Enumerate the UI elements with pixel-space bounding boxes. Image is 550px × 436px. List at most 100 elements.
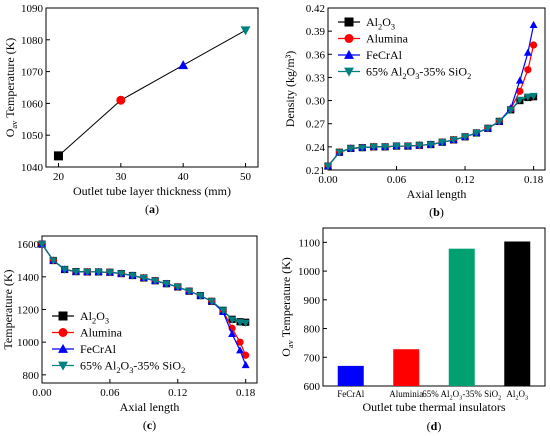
panel-c-x-tick-label: 0.12 (168, 387, 187, 399)
panel-b-x-tick-label: 0.00 (318, 174, 338, 186)
panel-d-x-axis-title: Outlet tube thermal insulators (363, 400, 506, 414)
panel-c-data-point (228, 316, 237, 324)
panel-c-label: (c) (143, 418, 156, 432)
panel-a-y-tick-label: 1040 (21, 162, 44, 174)
panel-d-category-label: Aluminia (389, 389, 423, 399)
panel-c-legend-label: Al2O3 (80, 309, 109, 326)
panel-a-data-point (53, 151, 63, 161)
panel-d-bar (337, 365, 364, 386)
panel-d-y-tick-label: 1000 (298, 266, 321, 278)
panel-b-y-tick-label: 0.30 (306, 96, 326, 108)
panel-b-data-point (529, 92, 538, 101)
panel-b-data-point (524, 66, 532, 74)
panel-a-y-axis-title: Oav Temperature (K) (3, 38, 19, 138)
panel-a-y-tick-label: 1070 (21, 67, 44, 79)
panel-d-label: (d) (427, 419, 442, 433)
panel-b-x-tick-label: 0.06 (387, 174, 407, 186)
panel-b-data-point (529, 41, 538, 49)
panel-b-data-point (483, 125, 492, 133)
panel-c-x-axis-title: Axial length (120, 400, 180, 414)
panel-c-data-point (196, 292, 205, 300)
panel-c-legend-label: 65% Al2O3-35% SiO2 (80, 359, 185, 376)
panel-b-data-point (369, 143, 378, 151)
panel-c-data-point (139, 274, 148, 283)
panel-b-legend-marker (344, 67, 354, 77)
panel-b-data-point (426, 141, 435, 149)
panel-a-y-tick-label: 1060 (21, 98, 44, 110)
panel-a-x-tick-label: 20 (53, 171, 65, 183)
panel-c-data-point (236, 319, 244, 327)
panel-a-x-tick-label: 40 (178, 171, 190, 183)
panel-b-chart: 0.00 0.06 0.12 0.18 0.21 0.24 0.27 0.30 0.33 0.36… (283, 3, 546, 219)
panel-b-data-point (523, 48, 532, 56)
panel-b-series-line (327, 96, 534, 167)
panel-c-data-point (173, 283, 182, 292)
panel-b-x-tick-label: 0.18 (524, 174, 544, 186)
panel-b-data-point (415, 142, 424, 150)
panel-b-legend-marker (344, 17, 354, 27)
panel-c-data-point (83, 268, 92, 277)
panel-d-plot-frame (322, 227, 546, 387)
panel-b-legend-marker (344, 49, 354, 59)
panel-c-data-point (228, 329, 237, 338)
panel-b-plot-frame (327, 7, 546, 171)
panel-c-data-point (49, 257, 58, 265)
panel-c-y-tick-label: 800 (23, 370, 40, 382)
panel-b-data-point (392, 143, 401, 151)
panel-b-y-tick-label: 0.24 (306, 142, 326, 154)
panel-c-x-tick-label: 0.06 (100, 387, 120, 399)
panel-d-bar (393, 349, 420, 386)
panel-b-data-point (403, 143, 412, 151)
panel-b-data-point (381, 143, 390, 151)
panel-c-data-point (185, 288, 194, 296)
panel-c-data-point (207, 298, 216, 306)
panel-c-data-point (117, 270, 126, 278)
panel-b-y-axis-title: Density (kg/m³) (283, 51, 297, 128)
panel-b-data-point (472, 129, 481, 138)
panel-b-data-point (529, 20, 538, 29)
panel-a-series-line (58, 29, 246, 157)
panel-b-data-point (449, 136, 458, 145)
panel-c-data-point (94, 268, 103, 277)
panel-b-series-line (327, 95, 534, 167)
panel-d-y-tick-label: 1100 (298, 237, 320, 249)
panel-c-data-point (105, 269, 114, 277)
panel-d-category-label: FeCrAl (337, 389, 364, 399)
panel-b-data-point (346, 145, 355, 153)
panel-c-legend-marker (58, 343, 68, 353)
panel-c-y-tick-label: 1200 (17, 305, 40, 317)
panel-c-data-point (241, 319, 250, 328)
panel-c-y-tick-label: 1400 (17, 272, 40, 284)
panel-c-legend-marker (58, 328, 68, 337)
panel-c-data-point (236, 338, 244, 346)
panel-c-data-point (60, 266, 69, 274)
panel-c-data-point (242, 351, 250, 359)
panel-b-label: (b) (429, 205, 444, 219)
panel-b-legend-label: Alumina (366, 32, 409, 46)
panel-b-data-point (516, 87, 524, 95)
panel-b-legend-label: Al2O3 (366, 15, 395, 32)
panel-c-data-point (162, 280, 171, 288)
panel-c-y-axis-title: Temperature (K) (1, 269, 15, 349)
panel-b-y-tick-label: 0.39 (306, 26, 326, 38)
panel-a-label: (a) (145, 202, 159, 216)
panel-a-y-tick-label: 1090 (21, 3, 44, 15)
panel-a-x-axis-title: Outlet tube layer thickness (mm) (73, 184, 231, 198)
panel-c-data-point (128, 272, 137, 280)
panel-d-bar (448, 248, 475, 386)
panel-b-y-tick-label: 0.36 (306, 49, 326, 61)
panel-a-data-point (116, 95, 126, 105)
panel-b-data-point (506, 106, 515, 114)
panel-d-category-label: Al2O3 (506, 389, 528, 402)
panel-b-y-tick-label: 0.33 (306, 72, 326, 84)
panel-c-data-point (241, 360, 250, 369)
panel-b-data-point (358, 144, 367, 152)
panel-b-data-point (438, 139, 447, 147)
panel-d-chart: 600 700 800 900 1000 1100 FeCrAl Aluminia 65% Al… (279, 227, 546, 433)
panel-a-data-point (240, 26, 251, 36)
panel-d-y-tick-label: 700 (304, 352, 321, 364)
panel-c-legend-marker (58, 311, 68, 321)
panel-c-chart: 0.00 0.06 0.12 0.18 800 1000 1200 1400 1600 Al2O3… (1, 235, 258, 432)
panel-b-data-point (523, 93, 532, 101)
